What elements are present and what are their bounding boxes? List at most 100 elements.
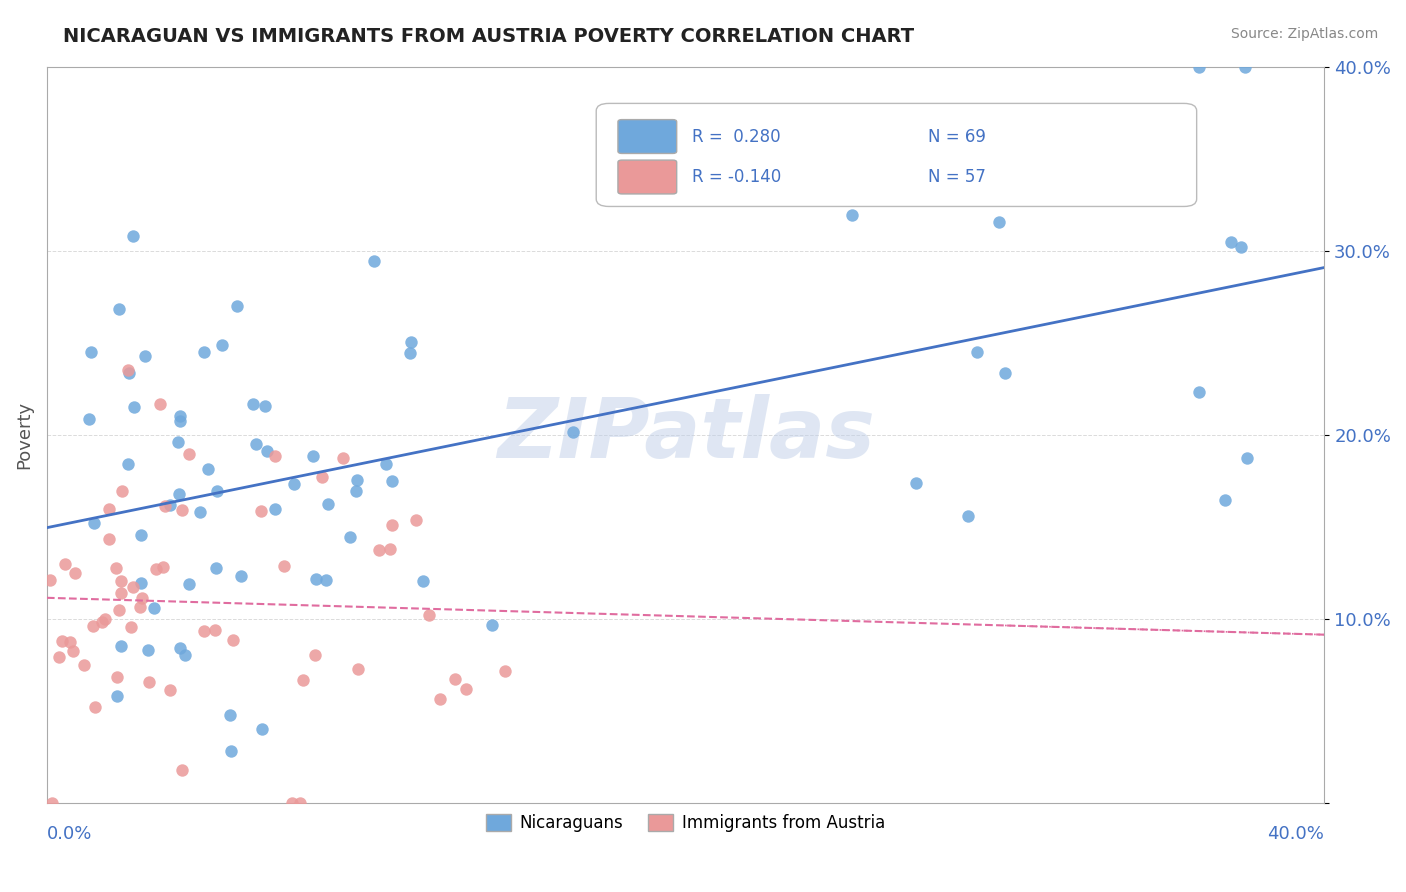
Point <box>169 640 191 655</box>
Point <box>347 662 370 676</box>
Point <box>316 497 339 511</box>
Text: NICARAGUAN VS IMMIGRANTS FROM AUSTRIA POVERTY CORRELATION CHART: NICARAGUAN VS IMMIGRANTS FROM AUSTRIA PO… <box>63 27 914 45</box>
Point <box>131 591 153 605</box>
Point <box>219 707 242 722</box>
Point <box>166 434 188 449</box>
Point <box>399 345 422 359</box>
Point <box>62 644 84 658</box>
Point <box>301 449 323 463</box>
Point <box>250 722 273 736</box>
Point <box>1236 450 1258 465</box>
Point <box>429 692 451 706</box>
Text: R =  0.280: R = 0.280 <box>692 128 780 145</box>
Point <box>1188 60 1211 74</box>
Point <box>221 633 243 648</box>
Point <box>169 409 191 424</box>
Point <box>263 449 285 463</box>
Point <box>256 443 278 458</box>
Point <box>841 208 863 222</box>
Point <box>48 650 70 665</box>
Point <box>94 612 117 626</box>
Point <box>73 658 96 673</box>
Point <box>169 414 191 428</box>
Point <box>904 476 927 491</box>
Point <box>311 470 333 484</box>
Point <box>138 674 160 689</box>
Point <box>988 215 1011 229</box>
Point <box>105 561 128 575</box>
Point <box>153 499 176 513</box>
Point <box>339 530 361 544</box>
Point <box>412 574 434 588</box>
Point <box>136 643 159 657</box>
Point <box>188 505 211 519</box>
Point <box>129 575 152 590</box>
Point <box>105 670 128 684</box>
Point <box>172 503 194 517</box>
Point <box>1234 60 1257 74</box>
Point <box>211 338 233 352</box>
Point <box>193 344 215 359</box>
Point <box>292 673 315 688</box>
Point <box>110 585 132 599</box>
Point <box>108 302 131 317</box>
Point <box>378 541 401 556</box>
Point <box>283 477 305 491</box>
Point <box>110 639 132 653</box>
Y-axis label: Poverty: Poverty <box>15 401 32 468</box>
Point <box>41 796 63 810</box>
Point <box>159 683 181 698</box>
Point <box>454 682 477 697</box>
Text: R = -0.140: R = -0.140 <box>692 168 782 186</box>
Point <box>98 532 121 546</box>
Point <box>117 457 139 471</box>
Point <box>117 363 139 377</box>
Point <box>1230 240 1253 254</box>
Point <box>207 484 229 499</box>
Point <box>273 559 295 574</box>
Point <box>344 484 367 499</box>
Point <box>562 425 585 439</box>
Point <box>346 473 368 487</box>
Point <box>122 401 145 415</box>
Point <box>281 796 304 810</box>
Point <box>315 573 337 587</box>
Point <box>368 543 391 558</box>
Text: ZIPatlas: ZIPatlas <box>496 394 875 475</box>
Point <box>304 648 326 663</box>
Text: N = 57: N = 57 <box>928 168 986 186</box>
Point <box>143 600 166 615</box>
Point <box>120 620 142 634</box>
Point <box>994 366 1017 380</box>
Point <box>149 397 172 411</box>
Point <box>381 518 404 533</box>
Point <box>65 566 87 580</box>
Point <box>219 744 242 758</box>
Point <box>105 689 128 703</box>
FancyBboxPatch shape <box>596 103 1197 206</box>
Point <box>225 299 247 313</box>
Point <box>118 366 141 380</box>
Point <box>129 528 152 542</box>
Point <box>1012 119 1035 133</box>
Point <box>956 509 979 524</box>
Point <box>290 796 312 810</box>
Point <box>111 484 134 499</box>
Point <box>399 335 422 350</box>
Point <box>90 615 112 629</box>
Point <box>128 600 150 615</box>
Point <box>1213 492 1236 507</box>
Point <box>253 400 276 414</box>
Point <box>245 437 267 451</box>
Point <box>966 344 988 359</box>
Point <box>59 634 82 648</box>
Point <box>145 562 167 576</box>
Point <box>205 560 228 574</box>
Text: 40.0%: 40.0% <box>1268 825 1324 843</box>
Point <box>83 516 105 530</box>
Point <box>53 558 76 572</box>
Point <box>173 648 195 663</box>
Point <box>98 502 121 516</box>
Point <box>1188 384 1211 399</box>
Point <box>110 574 132 588</box>
